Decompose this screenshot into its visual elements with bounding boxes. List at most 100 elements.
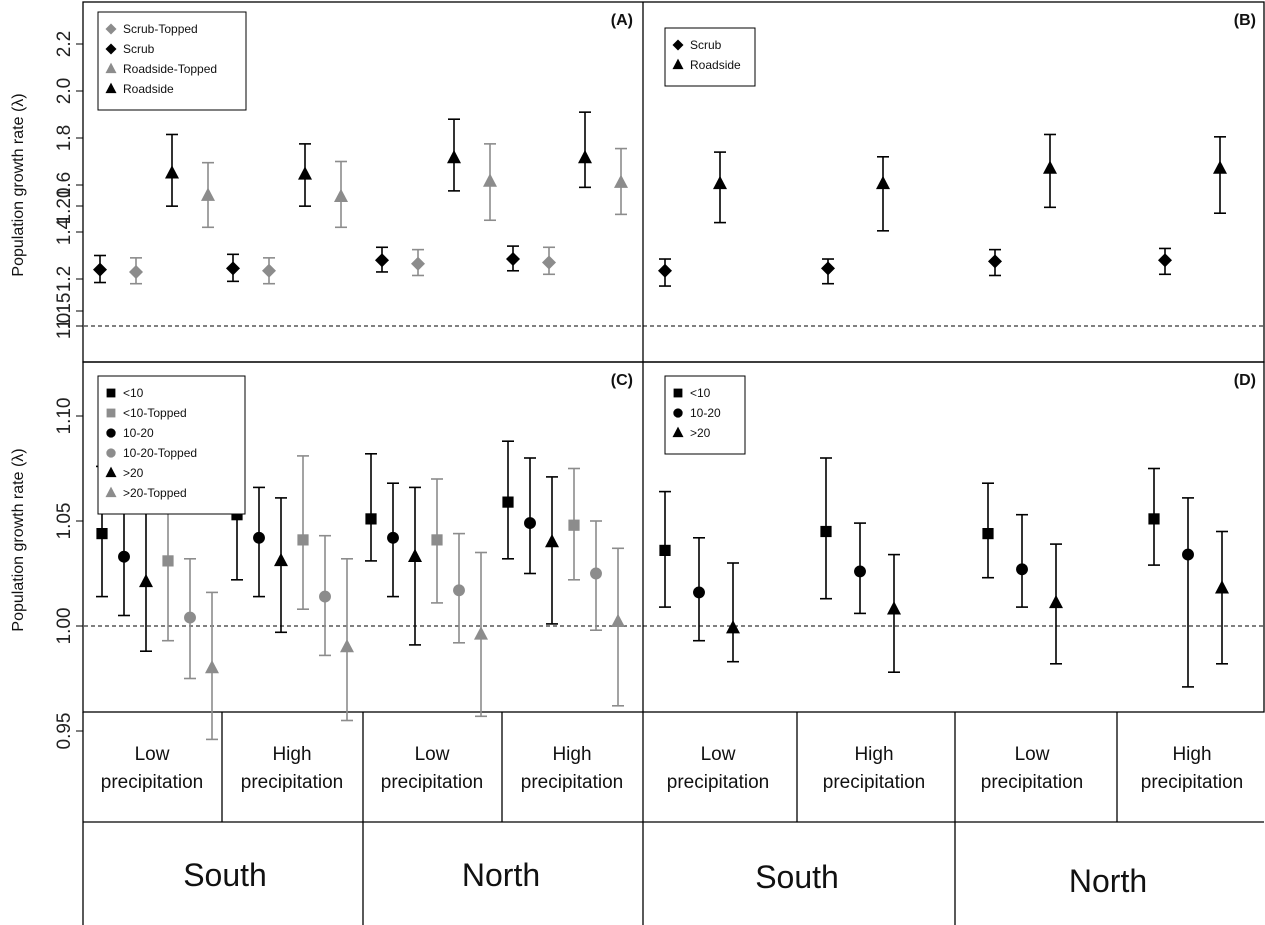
data-point bbox=[1049, 594, 1063, 609]
data-point bbox=[502, 496, 514, 508]
category-label: High precipitation bbox=[241, 744, 343, 793]
data-point bbox=[431, 534, 443, 546]
panel-tag-d: (D) bbox=[1234, 372, 1256, 389]
y-tick-label: 2.2 bbox=[54, 31, 75, 57]
y-tick-label: 2.0 bbox=[54, 78, 75, 104]
y-tick-label: 1.10 bbox=[54, 398, 75, 435]
legend-label: Roadside bbox=[690, 58, 741, 72]
legend-box bbox=[664, 27, 756, 87]
data-point bbox=[162, 555, 174, 567]
panel-tag-c: (C) bbox=[611, 372, 633, 389]
legend-marker bbox=[105, 43, 117, 55]
legend-label: Scrub bbox=[123, 42, 155, 56]
data-point bbox=[1148, 513, 1160, 525]
data-point bbox=[821, 261, 835, 276]
data-point bbox=[614, 174, 628, 188]
data-point bbox=[96, 528, 108, 540]
data-point bbox=[483, 173, 497, 187]
data-point bbox=[726, 620, 740, 634]
data-point bbox=[334, 188, 348, 202]
data-point bbox=[854, 565, 866, 578]
legend-marker bbox=[106, 408, 116, 418]
legend-marker bbox=[105, 466, 117, 478]
data-point bbox=[820, 525, 832, 538]
data-point bbox=[253, 531, 265, 544]
legend-label: <10 bbox=[690, 386, 711, 400]
data-point bbox=[658, 263, 672, 278]
category-label: High precipitation bbox=[1141, 744, 1243, 793]
y-tick-label: 0.95 bbox=[54, 713, 75, 750]
data-point bbox=[274, 552, 288, 567]
region-label: South bbox=[183, 857, 267, 893]
legend-label: 10-20 bbox=[690, 406, 721, 420]
data-point bbox=[1158, 253, 1172, 268]
data-point bbox=[226, 261, 240, 276]
data-point bbox=[129, 264, 143, 279]
data-point bbox=[165, 165, 179, 179]
panel-tag-a: (A) bbox=[611, 12, 633, 29]
legend-marker bbox=[673, 408, 683, 418]
data-point bbox=[659, 544, 671, 556]
y-tick-label: 1.6 bbox=[54, 172, 75, 198]
data-point bbox=[453, 584, 465, 597]
category-label: High precipitation bbox=[521, 744, 623, 793]
data-point bbox=[988, 254, 1002, 269]
legend-label: 10-20-Topped bbox=[123, 446, 197, 460]
data-point bbox=[298, 166, 312, 180]
data-point bbox=[568, 519, 580, 531]
data-point bbox=[693, 586, 705, 599]
category-label: High precipitation bbox=[823, 744, 925, 793]
legend-marker bbox=[105, 486, 117, 498]
data-point bbox=[411, 256, 425, 271]
data-point bbox=[340, 638, 354, 653]
legend-marker bbox=[672, 426, 684, 438]
data-point bbox=[365, 513, 377, 525]
data-point bbox=[524, 517, 536, 530]
legend-marker bbox=[673, 388, 683, 398]
data-marks bbox=[93, 111, 1229, 741]
y-axis-title-bottom: Population growth rate (λ) bbox=[10, 448, 27, 631]
data-point bbox=[201, 187, 215, 201]
data-point bbox=[387, 531, 399, 544]
category-label: Low precipitation bbox=[981, 744, 1083, 793]
data-point bbox=[408, 548, 422, 562]
data-point bbox=[205, 659, 219, 674]
data-point bbox=[118, 550, 130, 563]
legend-label: >20 bbox=[690, 426, 711, 440]
region-label: North bbox=[1069, 863, 1147, 899]
legend-label: <10-Topped bbox=[123, 406, 187, 420]
data-point bbox=[887, 601, 901, 615]
legend-marker bbox=[672, 58, 684, 70]
data-point bbox=[93, 262, 107, 277]
y-tick-label: 1.15 bbox=[54, 293, 75, 330]
legend-label: Scrub-Topped bbox=[123, 22, 198, 36]
y-tick-label: 1.05 bbox=[54, 503, 75, 540]
legend-label: >20-Topped bbox=[123, 486, 187, 500]
data-point bbox=[297, 534, 309, 546]
legend-marker bbox=[105, 62, 117, 74]
data-point bbox=[578, 149, 592, 164]
category-label: Low precipitation bbox=[381, 744, 483, 793]
data-point bbox=[184, 611, 196, 624]
legend-marker bbox=[105, 82, 117, 94]
data-point bbox=[231, 509, 243, 521]
data-point bbox=[713, 175, 727, 190]
y-tick-label: 1.4 bbox=[54, 218, 75, 245]
data-point bbox=[506, 252, 520, 267]
data-point bbox=[1016, 563, 1028, 576]
legend-label: Scrub bbox=[690, 38, 722, 52]
data-point bbox=[375, 253, 389, 268]
data-point bbox=[545, 533, 559, 548]
legend-label: <10 bbox=[123, 386, 144, 400]
data-point bbox=[982, 528, 994, 540]
y-tick-label: 1.0 bbox=[54, 313, 75, 339]
region-label: North bbox=[462, 857, 540, 893]
data-point bbox=[1043, 160, 1057, 174]
data-point bbox=[542, 255, 556, 270]
legend-box bbox=[97, 375, 246, 515]
y-tick-label: 1.2 bbox=[54, 266, 75, 292]
data-point bbox=[447, 149, 461, 164]
legend-label: Roadside-Topped bbox=[123, 62, 217, 76]
data-point bbox=[1213, 160, 1227, 174]
y-tick-label: 1.8 bbox=[54, 125, 75, 151]
